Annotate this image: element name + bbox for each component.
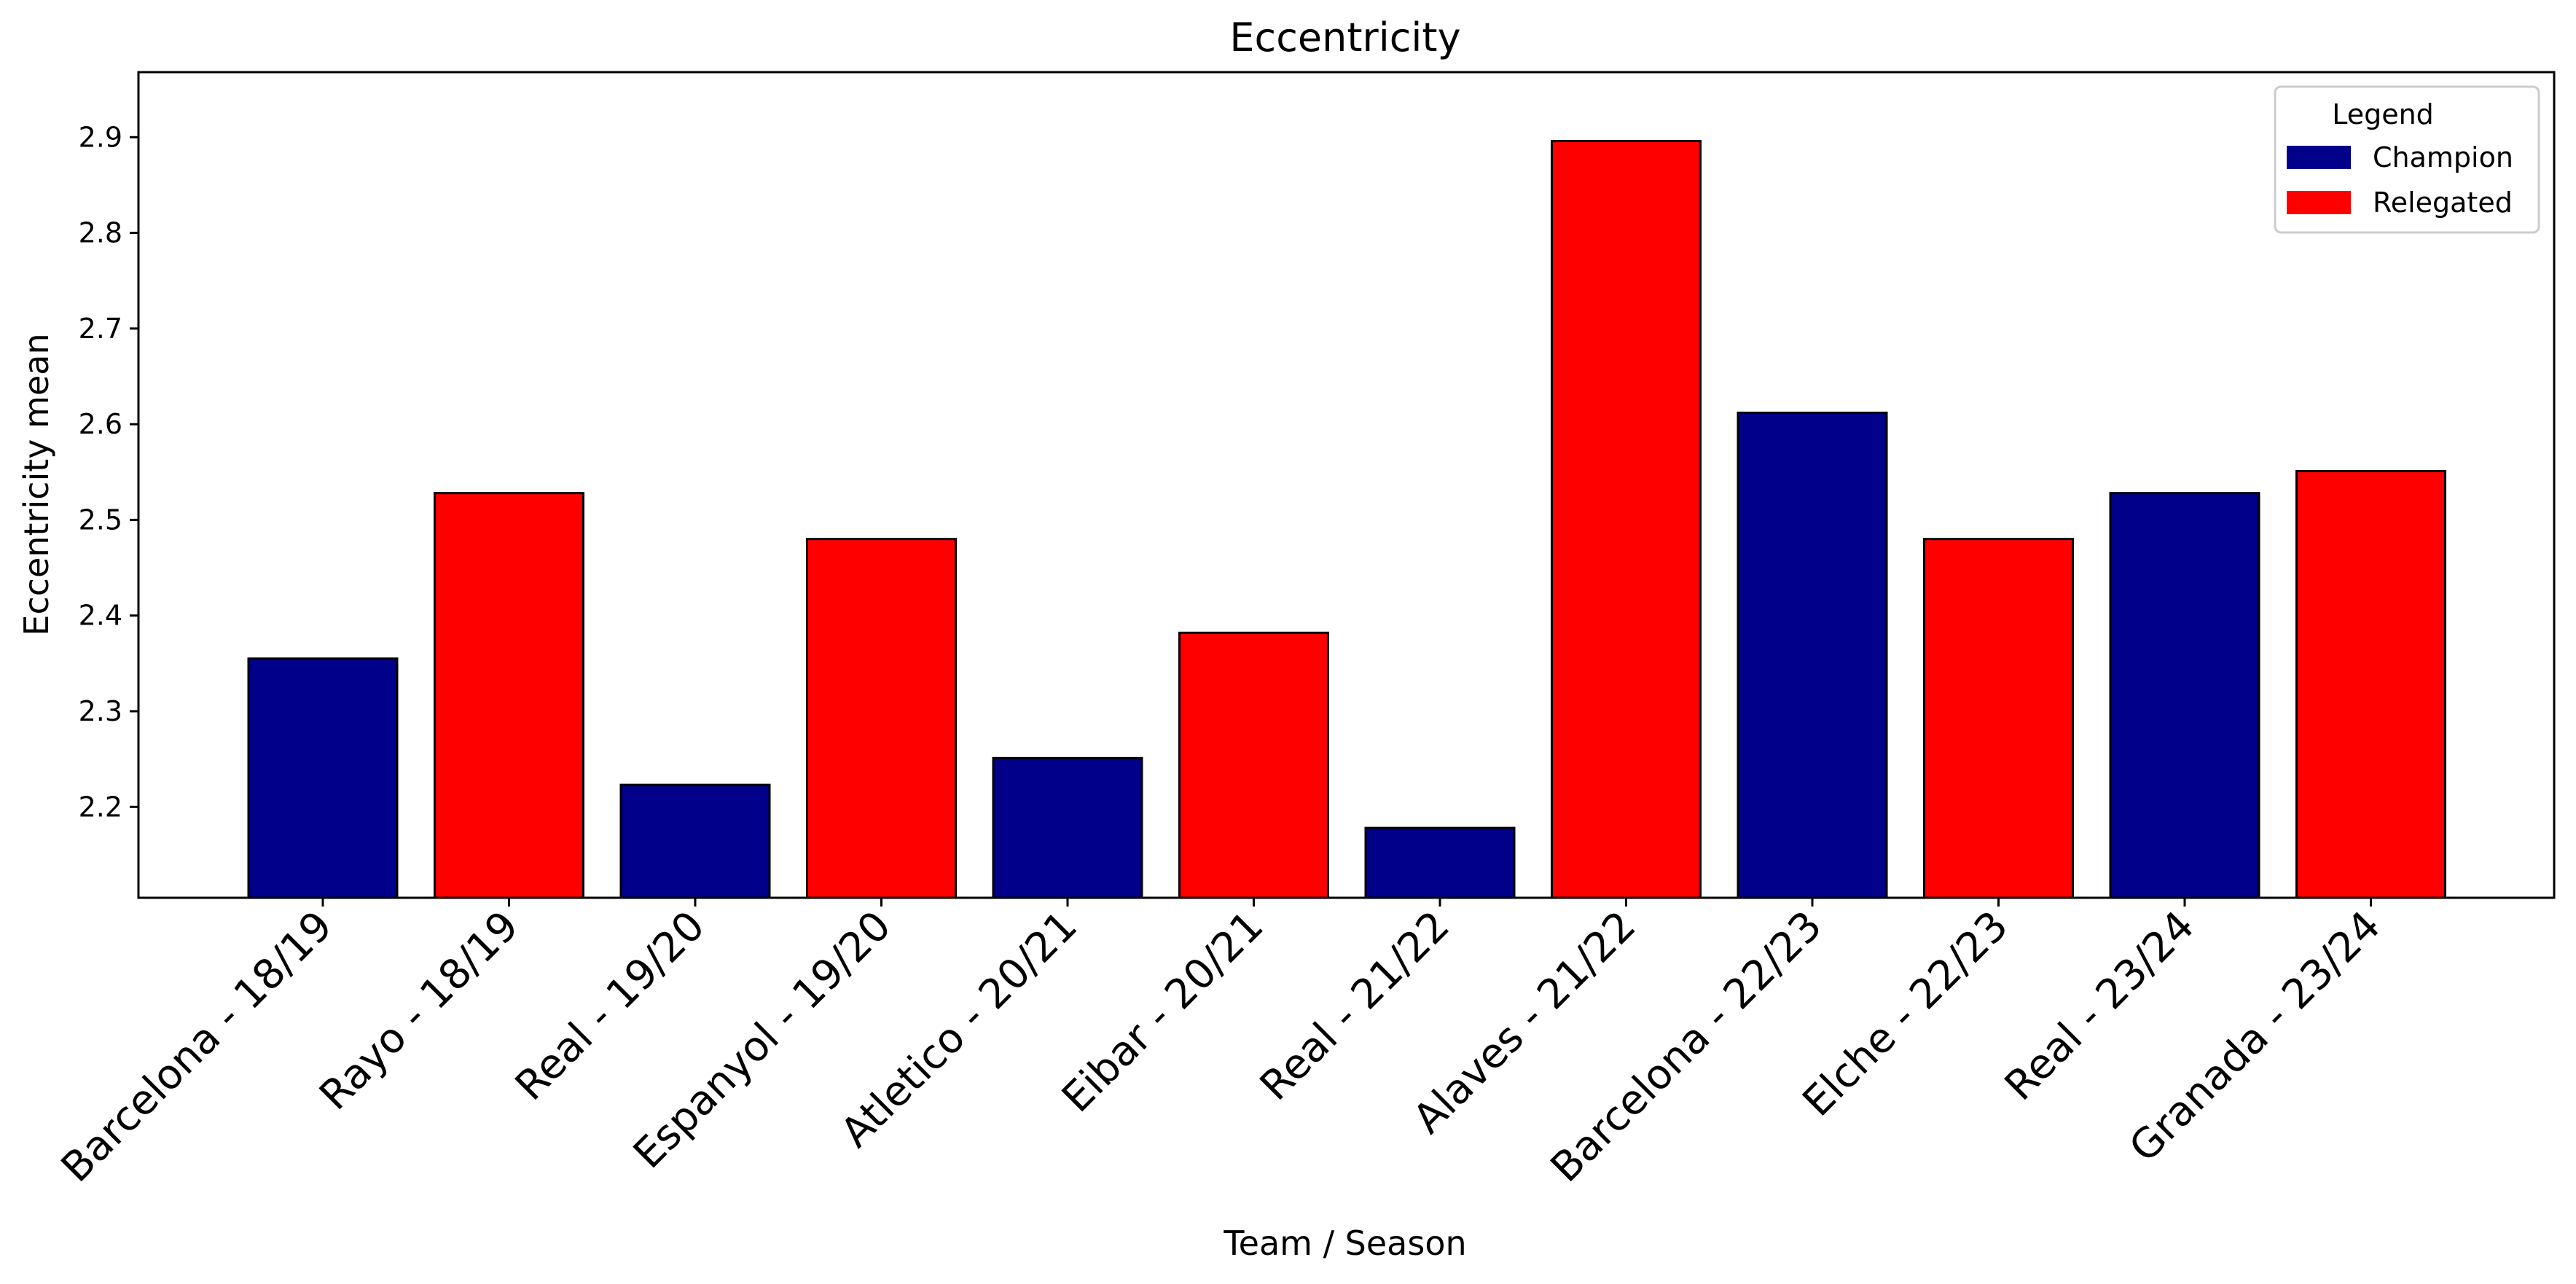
bar-4 [806, 538, 957, 899]
x-tick-label: Rayo - 18/19 [310, 902, 528, 1119]
y-tick-label: 2.5 [79, 504, 122, 536]
y-tick-label: 2.7 [79, 313, 122, 345]
y-axis-label: Eccentricity mean [17, 333, 56, 635]
x-tick-label: Barcelona - 18/19 [52, 902, 342, 1191]
bar-7 [1364, 826, 1516, 899]
legend-swatch-relegated [2287, 191, 2351, 214]
x-axis-label: Team / Season [1223, 1224, 1466, 1263]
plot-frame [137, 71, 2556, 899]
y-tick-label: 2.4 [79, 600, 122, 632]
bar-8 [1551, 140, 1702, 899]
y-tick-label: 2.9 [79, 121, 122, 153]
bar-6 [1178, 631, 1329, 899]
x-tick-label: Real - 23/24 [1996, 902, 2204, 1110]
bar-1 [247, 657, 399, 899]
bar-11 [2109, 492, 2260, 899]
y-tick-label: 2.2 [79, 791, 122, 823]
x-tick-label: Eibar - 20/21 [1053, 902, 1272, 1121]
y-tick-label: 2.3 [79, 695, 122, 727]
legend-label-champion: Champion [2373, 141, 2513, 173]
y-tick-label: 2.6 [79, 408, 122, 440]
bars-layer [247, 140, 2446, 899]
bar-5 [992, 756, 1143, 899]
bar-9 [1737, 411, 1888, 899]
bar-3 [619, 783, 771, 899]
legend-swatch-champion [2287, 146, 2351, 169]
y-axis: 2.2 2.3 2.4 2.5 2.6 2.7 2.8 2.9 [79, 121, 138, 823]
legend-label-relegated: Relegated [2373, 187, 2513, 219]
bar-10 [1923, 538, 2074, 899]
x-tick-label: Real - 19/20 [506, 902, 714, 1110]
y-tick-label: 2.8 [79, 217, 122, 249]
bar-12 [2295, 469, 2446, 899]
legend-title: Legend [2332, 98, 2434, 130]
legend: Legend Champion Relegated [2274, 85, 2540, 234]
chart-title: Eccentricity [1229, 15, 1460, 60]
x-tick-label: Real - 21/22 [1251, 902, 1459, 1110]
bar-2 [434, 492, 584, 899]
